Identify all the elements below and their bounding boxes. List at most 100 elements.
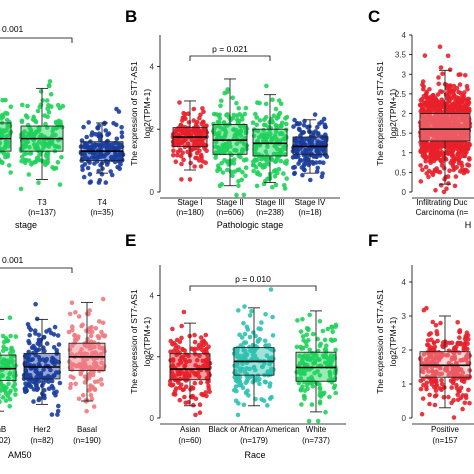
data-point xyxy=(41,334,47,340)
data-point xyxy=(307,124,312,129)
data-point xyxy=(13,363,18,369)
data-point xyxy=(198,380,204,386)
data-point xyxy=(431,134,437,140)
data-point xyxy=(33,145,38,151)
data-point xyxy=(440,340,446,345)
x-count-label: (n=35) xyxy=(90,208,114,217)
data-point xyxy=(259,364,265,370)
data-point xyxy=(317,386,323,391)
data-point xyxy=(257,100,262,106)
data-point xyxy=(310,159,315,165)
data-point xyxy=(441,155,447,161)
data-point xyxy=(85,165,91,171)
data-point xyxy=(325,326,331,332)
panel-letter: F xyxy=(368,231,378,250)
data-point xyxy=(187,372,192,377)
data-point xyxy=(177,100,182,105)
data-point xyxy=(323,347,329,353)
data-point xyxy=(42,395,47,401)
data-point xyxy=(102,333,108,338)
data-point xyxy=(206,383,211,389)
data-point xyxy=(262,117,267,122)
data-point xyxy=(43,121,48,127)
data-point xyxy=(0,355,1,360)
data-point xyxy=(231,127,236,132)
data-point xyxy=(35,108,41,114)
data-point xyxy=(241,320,246,326)
data-point xyxy=(47,79,53,84)
data-point xyxy=(309,402,315,407)
data-point xyxy=(25,103,30,109)
data-point xyxy=(241,402,247,408)
data-point xyxy=(466,131,471,137)
data-point xyxy=(7,404,12,409)
data-point xyxy=(278,138,283,143)
data-point xyxy=(10,358,15,364)
data-point xyxy=(467,157,472,162)
data-point xyxy=(295,148,300,154)
data-point xyxy=(59,154,64,160)
data-point xyxy=(451,88,456,94)
data-point xyxy=(269,347,275,353)
data-point xyxy=(192,339,198,345)
data-point xyxy=(430,93,436,98)
y-tick-label: 2 xyxy=(402,110,407,119)
box-iqr xyxy=(169,353,211,381)
data-point xyxy=(174,127,179,133)
data-point xyxy=(245,327,251,332)
chart-marks-layer: 0.001 T3(n=137) T4(n=35) stage B 0 2 4 The expre… xyxy=(0,7,474,460)
data-point xyxy=(456,161,462,166)
data-point xyxy=(114,106,119,112)
data-point xyxy=(244,352,249,357)
data-point xyxy=(449,385,455,390)
data-point xyxy=(300,356,305,361)
data-point xyxy=(181,115,187,120)
data-point xyxy=(252,157,258,163)
data-point xyxy=(270,119,275,124)
data-point xyxy=(436,143,441,149)
data-point xyxy=(197,115,202,121)
x-count-label: (n=737) xyxy=(302,436,330,445)
data-point xyxy=(230,95,235,100)
data-point xyxy=(444,368,450,374)
data-point xyxy=(437,169,443,175)
data-point xyxy=(329,325,335,330)
data-point xyxy=(92,379,98,385)
data-point xyxy=(446,394,451,400)
data-point xyxy=(252,353,258,359)
data-point xyxy=(275,170,280,176)
data-point xyxy=(84,408,89,414)
data-point xyxy=(315,418,321,424)
data-point xyxy=(22,151,27,157)
data-point xyxy=(418,103,424,108)
data-point xyxy=(312,360,317,365)
x-count-label: (n=180) xyxy=(176,208,204,217)
data-point xyxy=(193,155,198,161)
data-point xyxy=(49,378,55,384)
data-point xyxy=(284,114,290,120)
data-point xyxy=(192,380,198,386)
data-point xyxy=(292,117,297,123)
data-point xyxy=(195,357,200,363)
data-point xyxy=(198,335,204,340)
x-tick-label: Infiltrating Duc xyxy=(416,198,467,207)
data-point xyxy=(46,110,52,115)
y-tick-label: 1 xyxy=(402,149,407,158)
data-point xyxy=(440,71,445,76)
data-point xyxy=(465,119,471,125)
data-point xyxy=(454,104,459,110)
data-point xyxy=(230,173,235,179)
data-point xyxy=(51,332,57,337)
data-point xyxy=(36,379,42,384)
data-point xyxy=(48,92,54,97)
box-iqr xyxy=(419,351,471,378)
data-point xyxy=(424,305,429,311)
data-point xyxy=(35,341,41,346)
data-point xyxy=(99,351,104,357)
data-point xyxy=(464,83,470,89)
data-point xyxy=(5,125,10,130)
data-point xyxy=(460,123,466,128)
data-point xyxy=(224,147,230,153)
data-point xyxy=(436,81,442,87)
data-point xyxy=(77,362,82,367)
